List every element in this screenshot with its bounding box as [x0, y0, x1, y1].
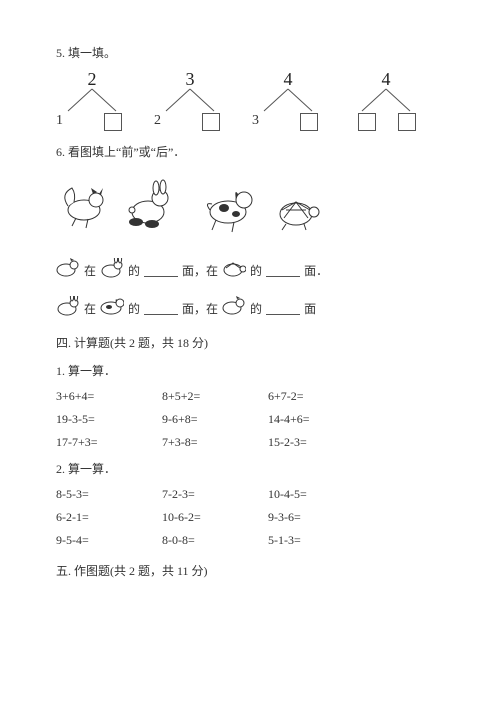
number-bond-3: 4 3 — [256, 73, 320, 129]
equation: 17-7+3= — [56, 435, 144, 450]
equation: 9-6+8= — [162, 412, 250, 427]
fill-blank[interactable] — [144, 264, 178, 277]
rabbit-icon — [56, 296, 80, 320]
equation: 19-3-5= — [56, 412, 144, 427]
q6-fill-line-2: 在 的 面，在 的 面 — [56, 296, 444, 320]
animals-illustration — [56, 174, 444, 240]
equation: 10-4-5= — [268, 487, 356, 502]
equation: 8+5+2= — [162, 389, 250, 404]
bond-left-value: 1 — [56, 113, 63, 129]
equation: 8-5-3= — [56, 487, 144, 502]
number-bond-2: 3 2 — [158, 73, 222, 129]
dog-icon — [100, 296, 124, 320]
equation: 10-6-2= — [162, 510, 250, 525]
equation: 15-2-3= — [268, 435, 356, 450]
equation: 9-5-4= — [56, 533, 144, 548]
sec4-p2-grid: 8-5-3= 7-2-3= 10-4-5= 6-2-1= 10-6-2= 9-3… — [56, 487, 356, 548]
bond-branches — [354, 87, 418, 115]
fill-blank[interactable] — [144, 302, 178, 315]
answer-box[interactable] — [358, 113, 376, 131]
bond-left-value: 2 — [154, 113, 161, 129]
text-de: 的 — [128, 300, 140, 317]
text-mian-dot: 面． — [304, 262, 328, 279]
bond-left-value: 3 — [252, 113, 259, 129]
equation: 6+7-2= — [268, 389, 356, 404]
equation: 7-2-3= — [162, 487, 250, 502]
equation: 3+6+4= — [56, 389, 144, 404]
text-zai: 在 — [84, 262, 96, 279]
sec4-p2-title: 2. 算一算． — [56, 460, 444, 479]
answer-box[interactable] — [300, 113, 318, 131]
bond-branches — [158, 87, 222, 115]
q6-title: 6. 看图填上“前”或“后”． — [56, 143, 444, 162]
section5-heading: 五. 作图题(共 2 题，共 11 分) — [56, 562, 444, 581]
text-de: 的 — [128, 262, 140, 279]
bond-branches — [256, 87, 320, 115]
answer-box[interactable] — [202, 113, 220, 131]
equation: 7+3-8= — [162, 435, 250, 450]
number-bond-1: 2 1 — [60, 73, 124, 129]
turtle-icon — [222, 259, 246, 281]
answer-box[interactable] — [398, 113, 416, 131]
q5-title: 5. 填一填。 — [56, 44, 444, 63]
number-bonds-row: 2 1 3 2 4 3 4 — [60, 73, 444, 129]
number-bond-4: 4 — [354, 73, 418, 129]
text-mian-comma: 面，在 — [182, 300, 218, 317]
equation: 9-3-6= — [268, 510, 356, 525]
fox-icon — [222, 296, 246, 320]
rabbit-icon — [100, 258, 124, 282]
answer-box[interactable] — [104, 113, 122, 131]
sec4-p1-grid: 3+6+4= 8+5+2= 6+7-2= 19-3-5= 9-6+8= 14-4… — [56, 389, 356, 450]
sec4-p1-title: 1. 算一算． — [56, 362, 444, 381]
equation: 8-0-8= — [162, 533, 250, 548]
text-mian-comma: 面，在 — [182, 262, 218, 279]
text-zai: 在 — [84, 300, 96, 317]
text-de: 的 — [250, 262, 262, 279]
text-de: 的 — [250, 300, 262, 317]
equation: 14-4+6= — [268, 412, 356, 427]
equation: 6-2-1= — [56, 510, 144, 525]
q6-fill-line-1: 在 的 面，在 的 面． — [56, 258, 444, 282]
text-mian: 面 — [304, 300, 316, 317]
section4-heading: 四. 计算题(共 2 题，共 18 分) — [56, 334, 444, 353]
fill-blank[interactable] — [266, 264, 300, 277]
fox-icon — [56, 258, 80, 282]
fill-blank[interactable] — [266, 302, 300, 315]
equation: 5-1-3= — [268, 533, 356, 548]
bond-branches — [60, 87, 124, 115]
